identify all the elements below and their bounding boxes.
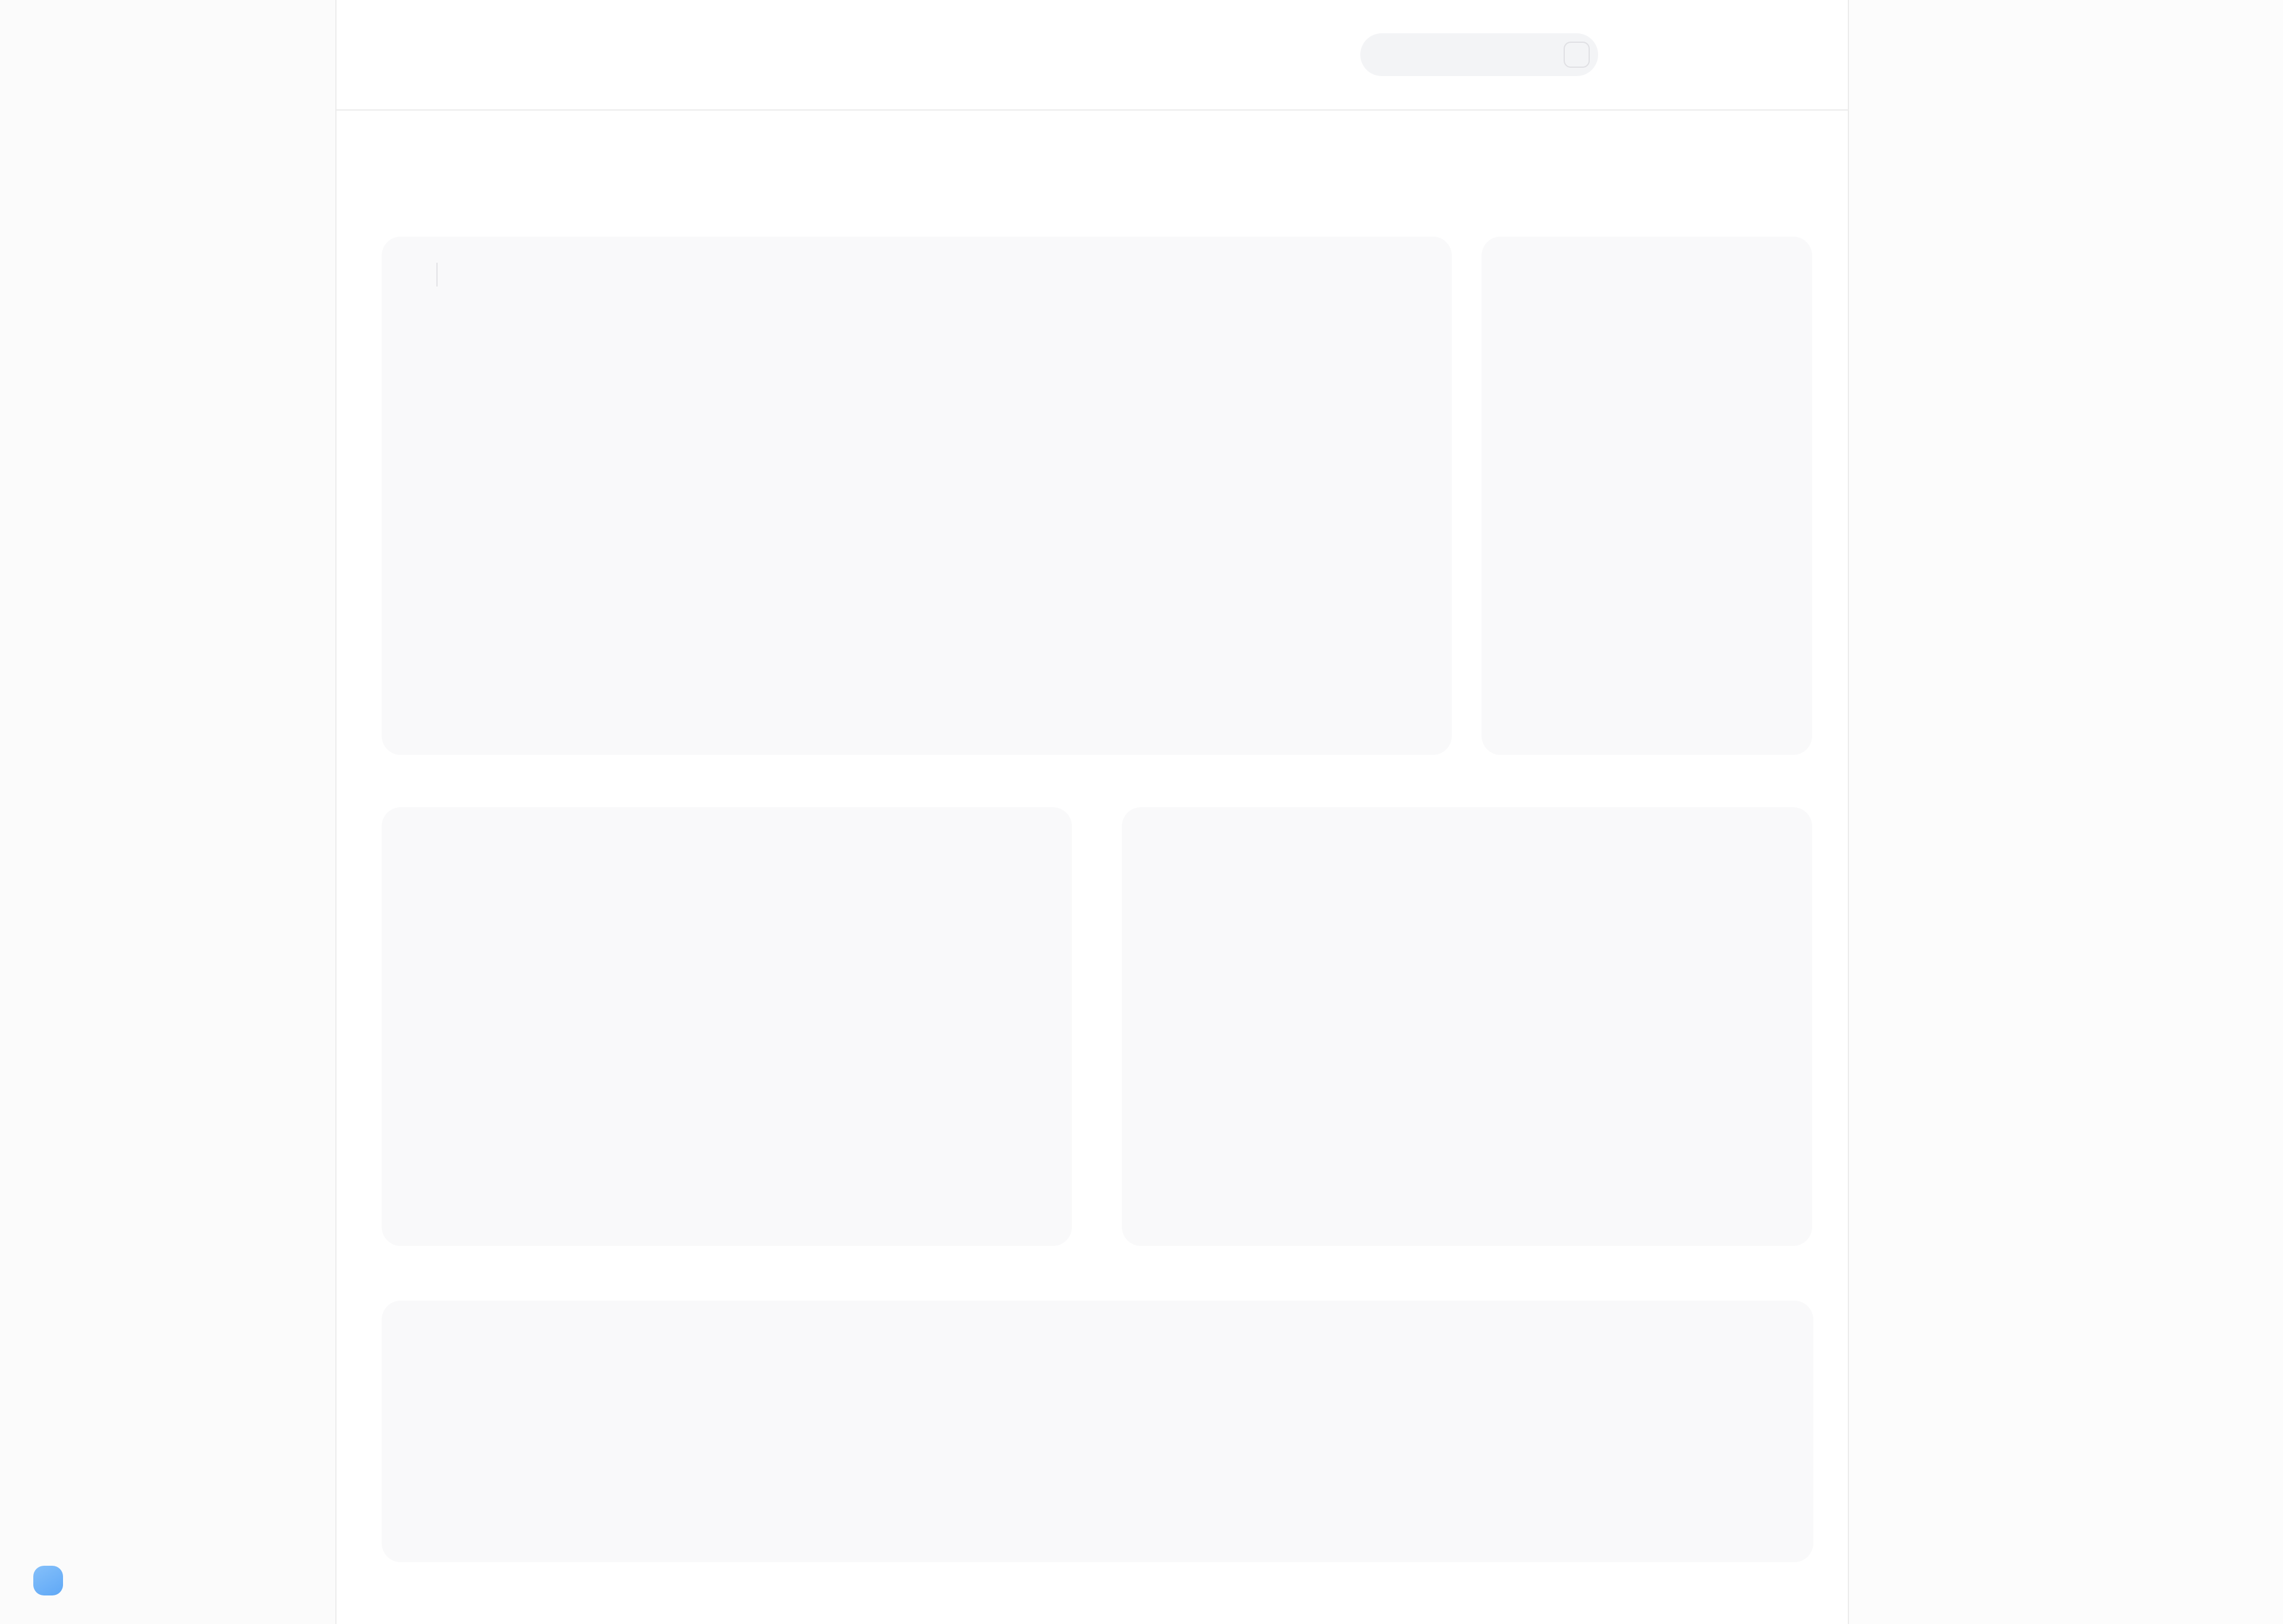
topbar [337,0,1848,111]
traffic-by-device-card [382,807,1072,1246]
bell-icon[interactable] [1736,43,1759,66]
avatar [33,31,67,64]
app-logo[interactable] [24,1566,312,1603]
date-range-dropdown[interactable] [1788,146,1812,163]
traffic-by-website-card [1482,237,1812,755]
search-input[interactable] [1360,33,1598,76]
user-profile-button[interactable] [24,26,312,69]
marketing-seo-card [382,1301,1813,1562]
search-shortcut-key [1564,42,1590,68]
main-content [337,111,1848,1624]
panel-right-icon[interactable] [1790,43,1812,66]
sun-icon[interactable] [1629,43,1652,66]
website-rows [1510,270,1784,729]
search-icon [1376,46,1394,64]
total-users-chart-card [382,237,1452,755]
right-panel [1848,0,2283,1624]
sidebar [0,0,337,1624]
traffic-by-location-card [1122,807,1812,1246]
sidebar-toggle-icon[interactable] [372,43,395,66]
snowflake-icon [33,1566,63,1595]
history-icon[interactable] [1683,43,1705,66]
chevron-down-icon [1795,146,1812,163]
star-icon[interactable] [411,43,434,66]
